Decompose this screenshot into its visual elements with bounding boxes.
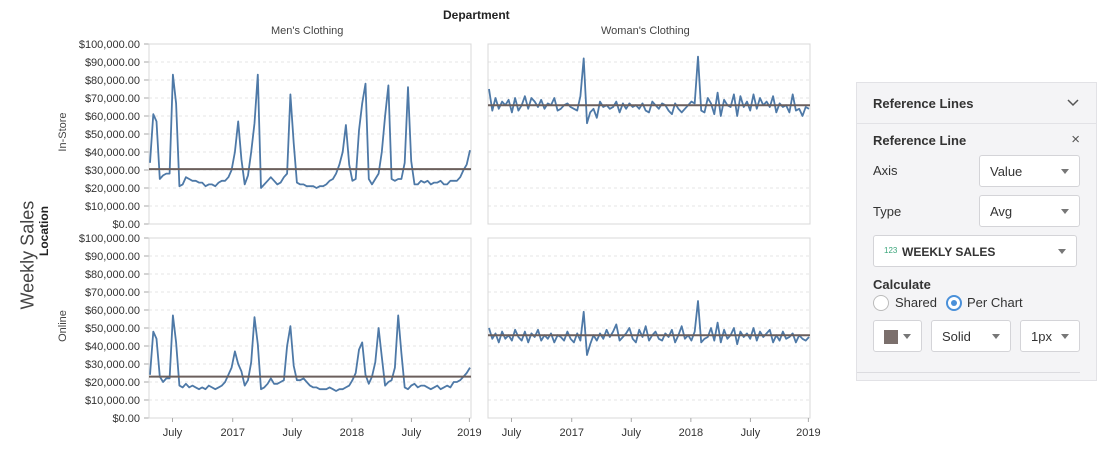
y-tick-label: $0.00 (112, 413, 140, 425)
axis-select-value: Value (990, 164, 1023, 179)
reference-lines-panel: Reference Lines Reference Line × Axis Va… (856, 82, 1097, 381)
numeric-field-badge: 123 (884, 246, 898, 255)
y-tick-label: $70,000.00 (85, 93, 140, 105)
caret-down-icon (992, 334, 1000, 339)
facet-frame (487, 43, 811, 225)
series-line (488, 300, 810, 356)
x-tick-label: 2019 (796, 427, 820, 439)
y-tick-label: $50,000.00 (85, 323, 140, 335)
column-header-womens: Woman's Clothing (601, 25, 690, 37)
per-chart-radio-label: Per Chart (967, 295, 1023, 310)
y-tick-label: $80,000.00 (85, 269, 140, 281)
caret-down-icon (903, 334, 911, 339)
line-width-value: 1px (1031, 329, 1052, 344)
y-tick-label: $0.00 (112, 219, 140, 231)
facet-frame (487, 237, 811, 419)
divider (857, 372, 1080, 373)
y-tick-label: $30,000.00 (85, 359, 140, 371)
y-tick-label: $60,000.00 (85, 305, 140, 317)
x-tick-label: July (502, 427, 522, 439)
panel-header-label: Reference Lines (873, 96, 974, 111)
x-tick-label: 2019 (457, 427, 481, 439)
y-tick-label: $70,000.00 (85, 287, 140, 299)
y-tick-label: $90,000.00 (85, 251, 140, 263)
axis-label: Axis (873, 163, 898, 178)
y-tick-label: $30,000.00 (85, 165, 140, 177)
faceted-line-chart: $100,000.00 $90,000.00 $80,000.00 $70,000.0… (79, 39, 821, 439)
y-tick-label: $10,000.00 (85, 201, 140, 213)
y-tick-label: $90,000.00 (85, 57, 140, 69)
x-tick-label: 2018 (679, 427, 703, 439)
line-width-select[interactable]: 1px (1020, 320, 1080, 352)
line-style-value: Solid (942, 329, 971, 344)
series-line (149, 314, 471, 392)
axis-select[interactable]: Value (979, 155, 1080, 187)
x-tick-label: July (622, 427, 642, 439)
facet-frame (148, 43, 472, 225)
caret-down-icon (1061, 334, 1069, 339)
x-tick-label: July (741, 427, 761, 439)
close-icon[interactable]: × (1071, 131, 1080, 148)
caret-down-icon (1058, 249, 1066, 254)
y-tick-label: $40,000.00 (85, 341, 140, 353)
line-style-select[interactable]: Solid (931, 320, 1011, 352)
column-header-mens: Men's Clothing (271, 25, 344, 37)
reference-line-section-title: Reference Line (873, 133, 967, 148)
caret-down-icon (1061, 169, 1069, 174)
shared-radio-label: Shared (895, 295, 937, 310)
per-chart-radio[interactable] (946, 295, 962, 311)
y-tick-label: $20,000.00 (85, 183, 140, 195)
y-tick-label: $40,000.00 (85, 147, 140, 159)
x-tick-label: 2017 (559, 427, 583, 439)
panel-header[interactable]: Reference Lines (857, 83, 1096, 124)
y-tick-label: $80,000.00 (85, 75, 140, 87)
x-tick-label: July (283, 427, 303, 439)
field-select-value: WEEKLY SALES (902, 245, 996, 259)
facet-frame (148, 237, 472, 419)
y-tick-label: $60,000.00 (85, 111, 140, 123)
y-tick-label: $50,000.00 (85, 129, 140, 141)
x-tick-label: July (402, 427, 422, 439)
field-select[interactable]: 123 WEEKLY SALES (873, 235, 1077, 267)
y-tick-label: $100,000.00 (79, 39, 140, 51)
shared-radio[interactable] (873, 295, 889, 311)
y-tick-label: $10,000.00 (85, 395, 140, 407)
caret-down-icon (1061, 209, 1069, 214)
x-tick-label: 2017 (220, 427, 244, 439)
y-tick-label: $100,000.00 (79, 233, 140, 245)
series-line (149, 73, 471, 189)
type-select[interactable]: Avg (979, 195, 1080, 227)
color-select[interactable] (873, 320, 922, 352)
series-line (488, 55, 810, 125)
chevron-down-icon[interactable] (1066, 95, 1080, 109)
color-swatch (884, 330, 898, 344)
chart-title: Department (443, 8, 510, 22)
type-select-value: Avg (990, 204, 1013, 219)
calculate-label: Calculate (873, 277, 931, 292)
type-label: Type (873, 204, 902, 219)
x-tick-label: 2018 (340, 427, 364, 439)
y-tick-label: $20,000.00 (85, 377, 140, 389)
x-tick-label: July (163, 427, 183, 439)
